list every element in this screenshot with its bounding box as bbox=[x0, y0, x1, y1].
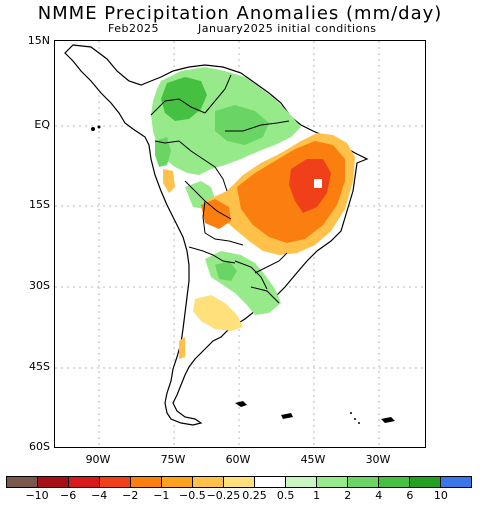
lat-label-eq: EQ bbox=[34, 118, 50, 131]
colorbar-label: 0.25 bbox=[242, 489, 267, 502]
colorbar-label: −4 bbox=[91, 489, 108, 502]
colorbar-swatch bbox=[193, 476, 224, 488]
colorbar-label: 0.5 bbox=[276, 489, 295, 502]
colorbar-label: 1 bbox=[313, 489, 321, 502]
forecast-month: Feb2025 bbox=[108, 22, 159, 35]
colorbar-labels: −10 −6 −4 −2 −1 −0.5 −0.25 0.25 0.5 1 2 4 6 10 bbox=[0, 489, 480, 503]
colorbar-label: −0.25 bbox=[206, 489, 241, 502]
colorbar-swatch bbox=[410, 476, 441, 488]
precipitation-map bbox=[54, 40, 426, 448]
colorbar-label: −10 bbox=[25, 489, 49, 502]
wet-anomaly-north-core bbox=[161, 77, 207, 121]
wet-anomaly-west bbox=[155, 137, 171, 167]
colorbar-swatch bbox=[131, 476, 162, 488]
lon-label-90w: 90W bbox=[85, 453, 111, 466]
lon-label-45w: 45W bbox=[300, 453, 326, 466]
wet-anomaly-amazon-core bbox=[215, 105, 269, 145]
colorbar-swatch bbox=[100, 476, 131, 488]
dry-anomaly-chile bbox=[179, 337, 185, 359]
continent-land bbox=[64, 44, 369, 426]
colorbar-swatch bbox=[224, 476, 255, 488]
lat-label-15s: 15S bbox=[29, 198, 50, 211]
dry-anomaly-brazil-peak bbox=[289, 159, 331, 213]
lat-label-45s: 45S bbox=[29, 360, 50, 373]
colorbar-swatch bbox=[6, 476, 38, 488]
lon-label-60w: 60W bbox=[225, 453, 251, 466]
dry-anomaly-patagonia bbox=[193, 295, 243, 331]
colorbar-swatch bbox=[162, 476, 193, 488]
colorbar-swatch bbox=[69, 476, 100, 488]
colorbar bbox=[6, 476, 472, 488]
colorbar-swatch bbox=[286, 476, 317, 488]
dry-anomaly-bolivia bbox=[201, 199, 231, 229]
colorbar-label: −2 bbox=[122, 489, 139, 502]
lon-label-75w: 75W bbox=[160, 453, 186, 466]
coastline-islands bbox=[91, 125, 395, 424]
initial-conditions-label: January2025 initial conditions bbox=[198, 22, 377, 35]
colorbar-label: 4 bbox=[375, 489, 383, 502]
colorbar-label: −1 bbox=[153, 489, 170, 502]
colorbar-swatch bbox=[379, 476, 410, 488]
colorbar-label: −6 bbox=[60, 489, 77, 502]
missing-data-cell bbox=[314, 179, 322, 188]
colorbar-swatch bbox=[441, 476, 472, 488]
lat-label-60s: 60S bbox=[29, 440, 50, 453]
lat-label-30s: 30S bbox=[29, 279, 50, 292]
wet-anomaly-south-core bbox=[215, 261, 237, 281]
country-borders bbox=[150, 74, 290, 304]
lon-label-30w: 30W bbox=[365, 453, 391, 466]
colorbar-label: 10 bbox=[433, 489, 448, 502]
colorbar-label: 2 bbox=[344, 489, 352, 502]
colorbar-label: 6 bbox=[406, 489, 414, 502]
colorbar-swatch bbox=[317, 476, 348, 488]
dry-anomaly-andes bbox=[163, 169, 175, 193]
lat-label-15n: 15N bbox=[27, 34, 50, 47]
colorbar-swatch bbox=[38, 476, 69, 488]
colorbar-swatch bbox=[255, 476, 286, 488]
map-title: NMME Precipitation Anomalies (mm/day) bbox=[37, 3, 443, 24]
colorbar-swatch bbox=[348, 476, 379, 488]
colorbar-label: −0.5 bbox=[179, 489, 206, 502]
